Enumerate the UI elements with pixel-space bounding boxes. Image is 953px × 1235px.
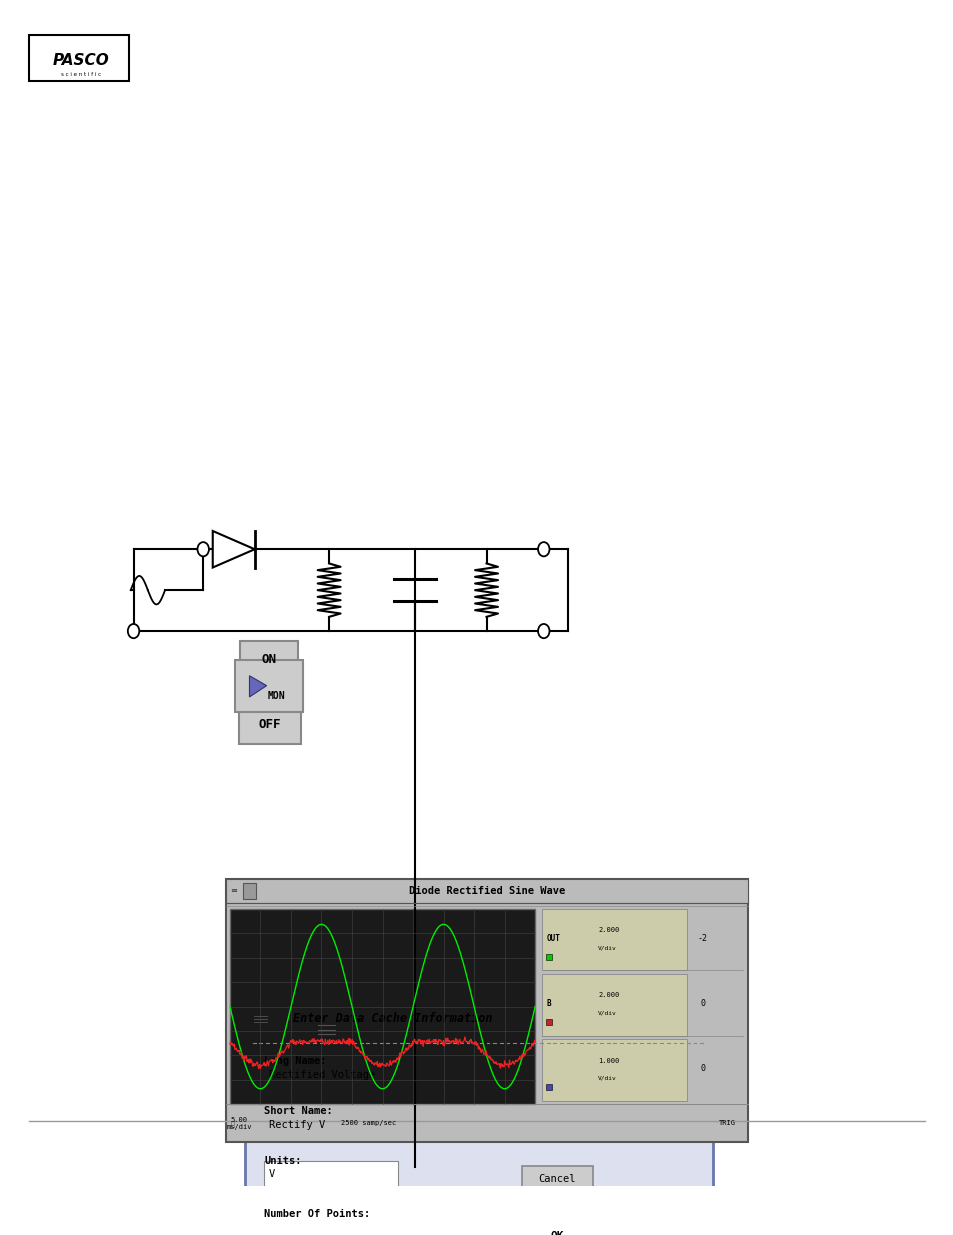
Text: MON: MON <box>268 690 285 700</box>
Text: OUT: OUT <box>546 934 560 942</box>
Bar <box>243 883 255 899</box>
Text: V: V <box>269 1170 275 1179</box>
Bar <box>541 974 686 1036</box>
FancyBboxPatch shape <box>245 1000 712 1235</box>
Text: s c i e n t i f i c: s c i e n t i f i c <box>60 72 101 77</box>
Bar <box>264 1161 397 1187</box>
Bar <box>545 953 552 960</box>
Text: V/div: V/div <box>598 1076 617 1081</box>
Text: Short Name:: Short Name: <box>264 1107 333 1116</box>
Bar <box>541 909 686 971</box>
Text: 0: 0 <box>700 1065 704 1073</box>
Text: 2.000: 2.000 <box>598 993 618 998</box>
Polygon shape <box>249 676 266 697</box>
FancyBboxPatch shape <box>234 659 303 711</box>
Bar <box>230 909 535 1104</box>
FancyBboxPatch shape <box>239 706 300 743</box>
Text: Rectify V: Rectify V <box>269 1120 325 1130</box>
Text: TRIG: TRIG <box>718 1120 735 1126</box>
Text: Rectified Voltage: Rectified Voltage <box>269 1070 375 1079</box>
Circle shape <box>537 542 549 556</box>
Text: OK: OK <box>550 1231 563 1235</box>
Text: V/div: V/div <box>598 1010 617 1015</box>
Bar <box>331 1021 342 1039</box>
Text: Diode Rectified Sine Wave: Diode Rectified Sine Wave <box>409 885 564 895</box>
Text: ON: ON <box>261 653 276 666</box>
Text: -2: -2 <box>698 934 707 942</box>
Text: Long Name:: Long Name: <box>264 1056 327 1067</box>
Bar <box>521 1166 593 1192</box>
Text: 2500 samp/sec: 2500 samp/sec <box>340 1120 395 1126</box>
Bar <box>545 1019 552 1025</box>
Bar <box>226 879 747 903</box>
Text: PASCO: PASCO <box>52 53 109 68</box>
Bar <box>29 36 129 80</box>
Bar <box>541 1039 686 1100</box>
Bar <box>264 1062 483 1088</box>
Text: 2.000: 2.000 <box>598 927 618 934</box>
Bar <box>545 1084 552 1091</box>
Text: 0: 0 <box>700 999 704 1008</box>
Bar <box>312 1011 345 1047</box>
Circle shape <box>128 624 139 638</box>
FancyBboxPatch shape <box>520 1220 594 1235</box>
Text: Units:: Units: <box>264 1156 301 1166</box>
Text: V/div: V/div <box>598 945 617 950</box>
Bar <box>251 1008 274 1030</box>
Bar <box>245 1000 712 1037</box>
Text: 1.000: 1.000 <box>598 1057 618 1063</box>
Bar <box>264 1112 397 1137</box>
Text: OFF: OFF <box>258 719 281 731</box>
Text: 5.00
ms/div: 5.00 ms/div <box>227 1116 252 1130</box>
Text: Enter Data Cache Information: Enter Data Cache Information <box>293 1013 492 1025</box>
Text: Number Of Points:: Number Of Points: <box>264 1209 370 1219</box>
Text: B: B <box>546 999 551 1008</box>
FancyBboxPatch shape <box>239 641 297 678</box>
Text: Cancel: Cancel <box>537 1174 576 1184</box>
Bar <box>226 879 747 1142</box>
Circle shape <box>537 624 549 638</box>
Text: ≡: ≡ <box>230 887 237 895</box>
Text: ⏱: ⏱ <box>231 1120 234 1126</box>
Circle shape <box>197 542 209 556</box>
Polygon shape <box>213 531 254 568</box>
